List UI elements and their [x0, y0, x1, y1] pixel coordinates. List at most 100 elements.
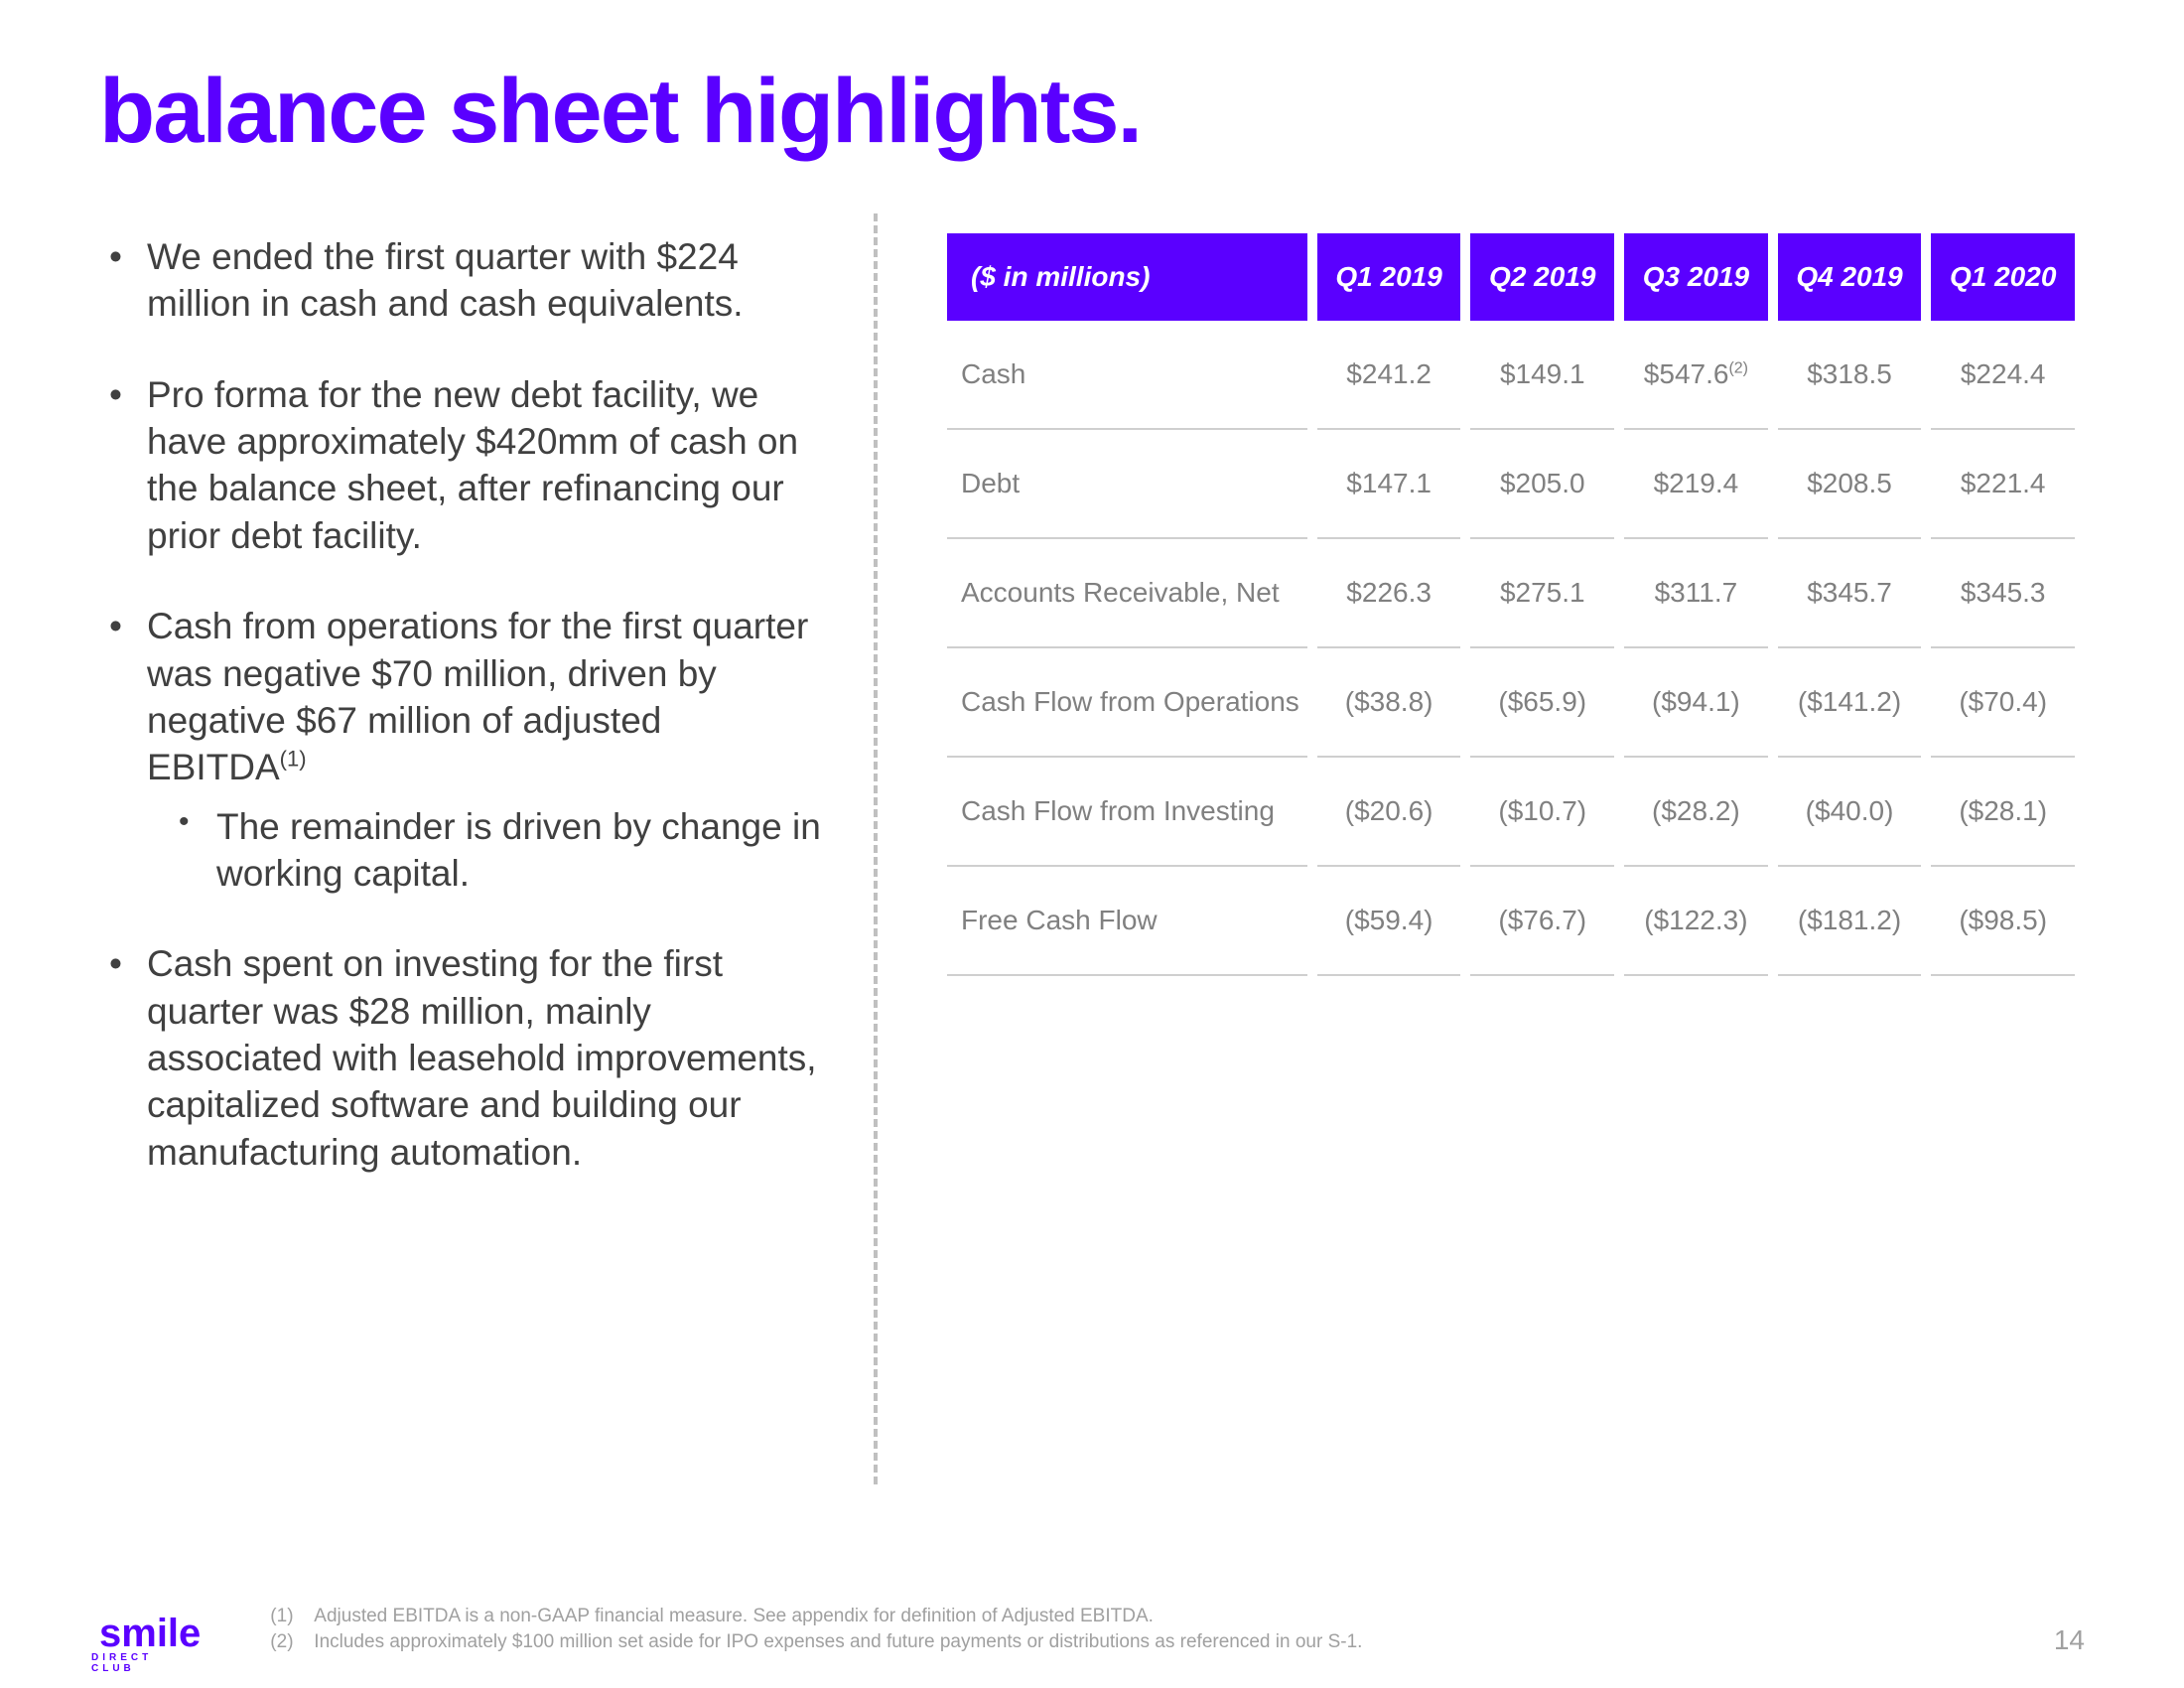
table-cell: ($76.7) [1470, 867, 1614, 976]
bullet-text: We ended the first quarter with $224 mil… [147, 236, 744, 324]
table-cell: $219.4 [1624, 430, 1768, 539]
cell-value: ($181.2) [1798, 905, 1901, 935]
footnotes: (1)Adjusted EBITDA is a non-GAAP financi… [270, 1604, 2054, 1656]
cell-value: $345.3 [1961, 577, 2046, 608]
cell-value: ($40.0) [1806, 795, 1894, 826]
cell-value: $547.6 [1644, 358, 1729, 389]
footnote: (1)Adjusted EBITDA is a non-GAAP financi… [270, 1604, 2054, 1630]
logo-subtext: DIRECT CLUB [91, 1652, 201, 1674]
cell-value: $219.4 [1654, 468, 1739, 498]
cell-value: ($98.5) [1959, 905, 2047, 935]
table-cell: ($28.1) [1931, 758, 2075, 867]
cell-value: ($70.4) [1959, 686, 2047, 717]
table-row: Cash Flow from Operations($38.8)($65.9)(… [947, 648, 2075, 758]
logo-text: smile [99, 1612, 201, 1655]
row-label: Debt [947, 430, 1307, 539]
table-cell: ($65.9) [1470, 648, 1614, 758]
cell-value: $311.7 [1655, 577, 1738, 608]
table-cell: $345.3 [1931, 539, 2075, 648]
table-cell: $221.4 [1931, 430, 2075, 539]
page-number: 14 [2054, 1624, 2085, 1656]
cell-value: ($122.3) [1644, 905, 1747, 935]
cell-value: ($28.2) [1652, 795, 1740, 826]
footer: smile DIRECT CLUB (1)Adjusted EBITDA is … [99, 1604, 2085, 1656]
table-cell: $226.3 [1317, 539, 1461, 648]
left-column: We ended the first quarter with $224 mil… [99, 233, 874, 1475]
financial-table: ($ in millions)Q1 2019Q2 2019Q3 2019Q4 2… [937, 233, 2085, 976]
table-cell: ($28.2) [1624, 758, 1768, 867]
table-column-header: Q2 2019 [1470, 233, 1614, 321]
bullet-text: Cash spent on investing for the first qu… [147, 943, 817, 1172]
table-cell: ($94.1) [1624, 648, 1768, 758]
footnote-text: Includes approximately $100 million set … [314, 1629, 1362, 1656]
table-cell: ($59.4) [1317, 867, 1461, 976]
table-cell: $208.5 [1778, 430, 1922, 539]
cell-value: ($76.7) [1498, 905, 1586, 935]
slide: balance sheet highlights. We ended the f… [0, 0, 2184, 1688]
table-cell: ($20.6) [1317, 758, 1461, 867]
row-label: Cash Flow from Operations [947, 648, 1307, 758]
table-cell: ($70.4) [1931, 648, 2075, 758]
table-cell: $205.0 [1470, 430, 1614, 539]
cell-value: $221.4 [1961, 468, 2046, 498]
footnote-text: Adjusted EBITDA is a non-GAAP financial … [314, 1604, 1154, 1630]
content-row: We ended the first quarter with $224 mil… [99, 233, 2085, 1475]
bullet-item: Cash from operations for the first quart… [99, 603, 824, 897]
table-column-header: Q4 2019 [1778, 233, 1922, 321]
bullet-item: Pro forma for the new debt facility, we … [99, 371, 824, 559]
table-cell: $275.1 [1470, 539, 1614, 648]
cell-value: $149.1 [1500, 358, 1585, 389]
cell-value: $224.4 [1961, 358, 2046, 389]
cell-value: $318.5 [1807, 358, 1892, 389]
table-cell: ($141.2) [1778, 648, 1922, 758]
table-cell: ($181.2) [1778, 867, 1922, 976]
table-row: Free Cash Flow ($59.4) ($76.7) ($122.3) ($18… [947, 867, 2075, 976]
cell-value: ($10.7) [1498, 795, 1586, 826]
table-cell: $149.1 [1470, 321, 1614, 430]
cell-value: ($65.9) [1498, 686, 1586, 717]
table-column-header: Q3 2019 [1624, 233, 1768, 321]
table-cell: $318.5 [1778, 321, 1922, 430]
table-header-label: ($ in millions) [947, 233, 1307, 321]
row-label: Cash Flow from Investing [947, 758, 1307, 867]
row-label: Accounts Receivable, Net [947, 539, 1307, 648]
page-title: balance sheet highlights. [99, 60, 2085, 164]
footnote-ref: (2) [1728, 360, 1748, 377]
table-cell: $147.1 [1317, 430, 1461, 539]
table-cell: $345.7 [1778, 539, 1922, 648]
bullet-text: Pro forma for the new debt facility, we … [147, 374, 798, 556]
cell-value: ($28.1) [1959, 795, 2047, 826]
table-cell: $311.7 [1624, 539, 1768, 648]
row-label: Free Cash Flow [947, 867, 1307, 976]
bullet-item: We ended the first quarter with $224 mil… [99, 233, 824, 328]
cell-value: $241.2 [1346, 358, 1432, 389]
table-row: Cash Flow from Investing($20.6) ($10.7) ($… [947, 758, 2075, 867]
table-cell: ($40.0) [1778, 758, 1922, 867]
footnote-number: (2) [270, 1629, 314, 1656]
sub-bullet-item: The remainder is driven by change in wor… [147, 803, 824, 898]
cell-value: $205.0 [1500, 468, 1585, 498]
cell-value: $226.3 [1346, 577, 1432, 608]
bullet-item: Cash spent on investing for the first qu… [99, 940, 824, 1176]
cell-value: ($94.1) [1652, 686, 1740, 717]
cell-value: $345.7 [1807, 577, 1892, 608]
table-column-header: Q1 2019 [1317, 233, 1461, 321]
table-cell: $224.4 [1931, 321, 2075, 430]
table-cell: $547.6(2) [1624, 321, 1768, 430]
footnote-number: (1) [270, 1604, 314, 1630]
cell-value: $208.5 [1807, 468, 1892, 498]
sub-bullet-list: The remainder is driven by change in wor… [147, 803, 824, 898]
cell-value: ($141.2) [1798, 686, 1901, 717]
footnote: (2)Includes approximately $100 million s… [270, 1629, 2054, 1656]
cell-value: $147.1 [1346, 468, 1432, 498]
table-cell: ($10.7) [1470, 758, 1614, 867]
row-label: Cash [947, 321, 1307, 430]
table-cell: ($98.5) [1931, 867, 2075, 976]
table-cell: $241.2 [1317, 321, 1461, 430]
table-row: Cash $241.2 $149.1 $547.6(2) $318.5 $224.4 [947, 321, 2075, 430]
cell-value: ($59.4) [1345, 905, 1433, 935]
bullet-text: Cash from operations for the first quart… [147, 606, 808, 787]
footnote-ref: (1) [280, 747, 307, 772]
table-row: Debt $147.1 $205.0 $219.4 $208.5 $221.4 [947, 430, 2075, 539]
bullet-list: We ended the first quarter with $224 mil… [99, 233, 824, 1176]
